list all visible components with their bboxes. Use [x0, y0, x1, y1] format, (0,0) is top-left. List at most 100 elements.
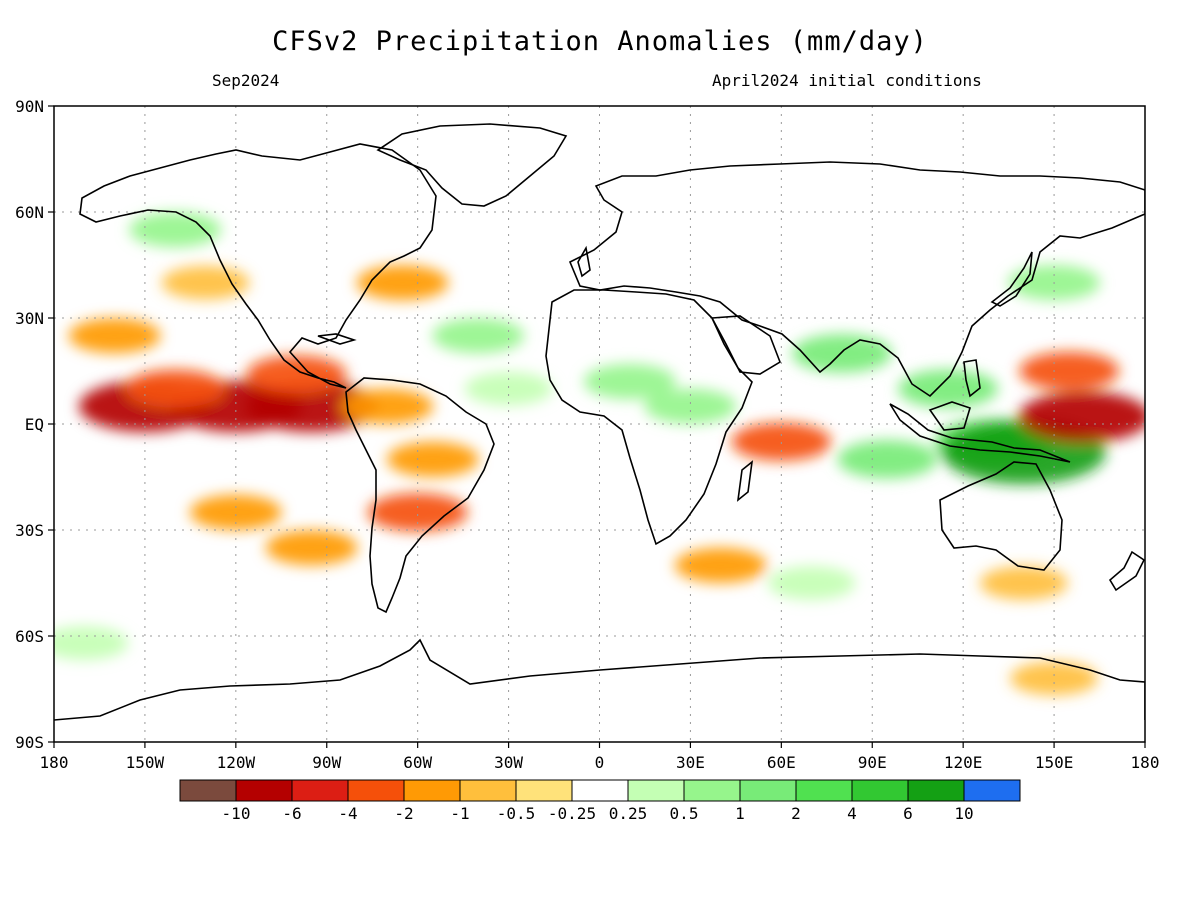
lon-tick-label: 150W [126, 753, 165, 772]
lon-tick-label: 90E [858, 753, 887, 772]
colorbar-label: 4 [847, 804, 857, 823]
dry-anomaly-blob [674, 547, 767, 583]
colorbar-swatch [963, 779, 1021, 802]
lon-tick-label: 150E [1035, 753, 1074, 772]
valid-month-label: Sep2024 [212, 71, 280, 90]
wet-anomaly-blob [644, 388, 737, 424]
colorbar-swatch [347, 779, 405, 802]
lon-tick-label: 90W [312, 753, 341, 772]
dry-anomaly-blob [979, 566, 1068, 600]
lon-tick-label: 120E [944, 753, 983, 772]
dry-anomaly-blob [367, 493, 468, 532]
coastline-antarctica [54, 638, 1145, 721]
coastline-japan [990, 251, 1033, 307]
colorbar-swatch [459, 779, 517, 802]
dry-anomaly-blob [731, 422, 832, 461]
lon-tick-label: 180 [40, 753, 69, 772]
coastline-new-zealand [1108, 550, 1145, 592]
lon-tick-label: 30W [494, 753, 523, 772]
lon-tick-label: 120W [217, 753, 256, 772]
wet-anomaly-blob [583, 364, 676, 400]
coastlines [54, 123, 1145, 721]
colorbar-swatch [291, 779, 349, 802]
map-title: CFSv2 Precipitation Anomalies (mm/day) [272, 26, 928, 57]
coastline-arabia [710, 315, 781, 375]
dry-anomaly-blob [125, 369, 226, 408]
colorbar-label: -2 [394, 804, 413, 823]
lat-tick-label: 90S [15, 733, 44, 752]
colorbar-swatch [851, 779, 909, 802]
lon-tick-label: 30E [676, 753, 705, 772]
colorbar-swatch [179, 779, 237, 802]
lon-tick-label: 60W [403, 753, 432, 772]
coastline-philippines [963, 359, 981, 398]
wet-anomaly-blob [464, 371, 553, 406]
lat-tick-label: EQ [25, 415, 44, 434]
colorbar-swatch [627, 779, 685, 802]
longitude-axis: 180 150W 120W 90W 60W 30W 0 30E 60E 90E 120E 150E 18… [40, 742, 1160, 772]
anomaly-field [54, 212, 1145, 696]
wet-anomaly-blob [767, 566, 856, 600]
coastline-borneo [928, 401, 971, 431]
colorbar-label: 10 [954, 804, 973, 823]
dry-anomaly-blob [245, 380, 378, 432]
lon-tick-label: 180 [1131, 753, 1160, 772]
dry-anomaly-blob [1019, 351, 1120, 391]
lon-tick-label: 0 [595, 753, 605, 772]
colorbar-label: -10 [222, 804, 251, 823]
colorbar-label: -6 [282, 804, 301, 823]
coastline-australia [939, 461, 1063, 571]
lat-tick-label: 60S [15, 627, 44, 646]
lat-tick-label: 30S [15, 521, 44, 540]
colorbar-label: -4 [338, 804, 357, 823]
graticule [54, 106, 1145, 742]
coastline-cuba [317, 333, 357, 345]
lat-tick-label: 30N [15, 309, 44, 328]
colorbar-swatch [403, 779, 461, 802]
lat-tick-label: 60N [15, 203, 44, 222]
colorbar-swatch [571, 779, 629, 802]
coastline-north-america [79, 143, 437, 389]
wet-anomaly-blob [837, 440, 938, 479]
colorbar-label: -0.5 [497, 804, 536, 823]
coastline-uk [577, 245, 591, 278]
colorbar-label: 0.25 [609, 804, 648, 823]
lon-tick-label: 60E [767, 753, 796, 772]
dry-anomaly-blob [189, 494, 282, 530]
colorbar-swatch [683, 779, 741, 802]
colorbar-label: -0.25 [548, 804, 596, 823]
wet-anomaly-blob [432, 318, 525, 354]
dry-anomaly-blob [265, 530, 358, 566]
dry-anomaly-blob [386, 441, 479, 477]
colorbar-label: 0.5 [670, 804, 699, 823]
latitude-axis: 90N 60N 30N EQ 30S 60S 90S [15, 97, 54, 752]
initial-conditions-label: April2024 initial conditions [712, 71, 982, 90]
dry-anomaly-blob [1010, 661, 1099, 696]
wet-anomaly-blob [54, 626, 129, 660]
dry-anomaly-blob [246, 355, 347, 394]
lat-tick-label: 90N [15, 97, 44, 116]
colorbar-swatch [515, 779, 573, 802]
colorbar-label: 2 [791, 804, 801, 823]
coastline-africa [545, 289, 753, 546]
wet-anomaly-blob [791, 334, 892, 373]
colorbar [179, 779, 1021, 802]
coastline-madagascar [736, 460, 754, 502]
colorbar-label: -1 [450, 804, 469, 823]
dry-anomaly-blob [341, 388, 434, 424]
colorbar-swatch [907, 779, 965, 802]
colorbar-labels: -10 -6 -4 -2 -1 -0.5 -0.25 0.25 0.5 1 2 4 6 10 [222, 804, 974, 823]
colorbar-swatch [739, 779, 797, 802]
coastline-greenland [376, 123, 568, 207]
coastline-south-america [345, 377, 495, 614]
dry-anomaly-blob [68, 318, 161, 354]
coastline-indonesia [889, 403, 1071, 463]
colorbar-swatch [795, 779, 853, 802]
wet-anomaly-blob [898, 369, 999, 408]
dry-anomaly-blob [356, 265, 449, 301]
colorbar-swatch [235, 779, 293, 802]
wet-anomaly-blob [129, 212, 222, 248]
colorbar-label: 6 [903, 804, 913, 823]
colorbar-label: 1 [735, 804, 745, 823]
